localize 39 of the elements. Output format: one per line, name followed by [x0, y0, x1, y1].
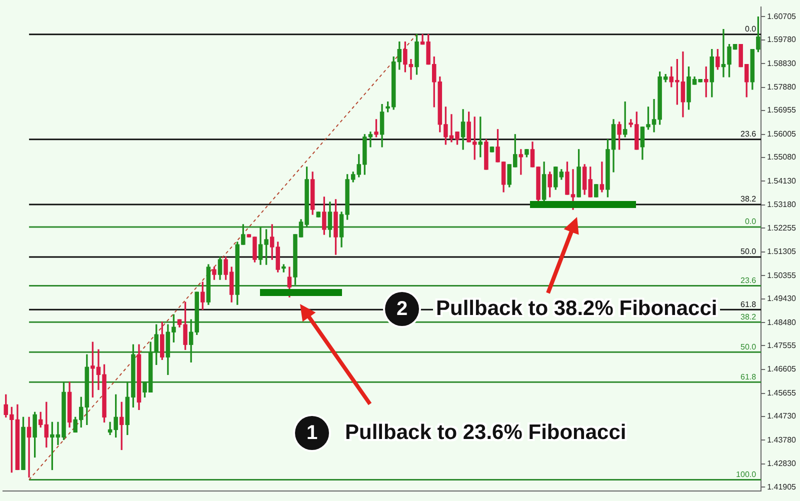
y-tick-label: 1.50355	[767, 270, 797, 280]
annotation: 0.0	[744, 24, 757, 34]
annotation: Pullback to 38.2% Fibonacci	[433, 297, 720, 321]
y-tick-label: 1.42830	[767, 459, 797, 468]
y-tick-label: 1.45655	[767, 388, 797, 398]
annotation: 0.0	[744, 217, 757, 226]
y-tick-label: 1.47555	[767, 340, 797, 350]
candlestick	[518, 149, 524, 175]
y-tick-label: 1.59780	[767, 35, 797, 44]
y-tick-label: 1.56955	[767, 106, 797, 115]
annotation: 50.0	[740, 342, 757, 352]
annotation: 23.6	[740, 130, 757, 139]
y-tick-label: 1.51305	[767, 247, 797, 256]
y-tick-label: 1.55080	[767, 152, 797, 162]
y-tick-label: 1.56005	[767, 129, 797, 138]
annotation: 61.8	[740, 372, 757, 382]
y-tick-label: 1.60705	[767, 12, 797, 21]
annotation: 61.8	[740, 300, 757, 309]
annotation: 100.0	[736, 470, 757, 479]
annotation: 1	[295, 416, 329, 450]
y-tick-label: 1.43780	[767, 435, 797, 444]
y-tick-label: 1.49430	[767, 294, 797, 304]
candlestick	[26, 416, 32, 478]
annotation: 2	[385, 292, 419, 326]
y-tick-label: 1.41905	[767, 482, 797, 492]
annotation: 23.6	[740, 276, 757, 286]
y-tick-label: 1.54130	[767, 176, 797, 186]
y-tick-label: 1.46605	[767, 364, 797, 374]
annotation: Pullback to 23.6% Fibonacci	[342, 421, 630, 445]
y-tick-label: 1.57880	[767, 82, 797, 92]
y-tick-label: 1.52255	[767, 223, 797, 232]
annotation: 38.2	[740, 312, 757, 322]
y-tick-label: 1.44730	[767, 412, 797, 421]
annotation: 50.0	[740, 247, 757, 256]
annotation: 38.2	[740, 194, 757, 204]
y-tick-label: 1.48480	[767, 318, 797, 327]
candlestick	[600, 162, 604, 192]
y-tick-label: 1.53180	[767, 200, 797, 210]
y-tick-label: 1.58830	[767, 58, 797, 68]
